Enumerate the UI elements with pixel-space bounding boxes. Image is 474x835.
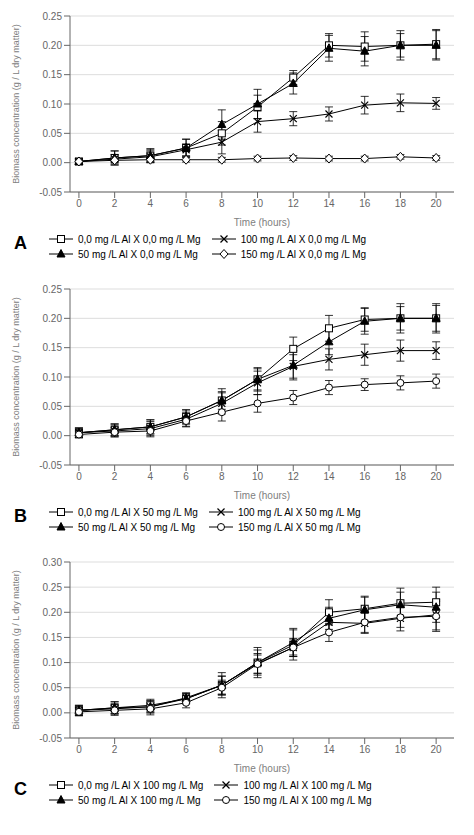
svg-text:6: 6 (183, 198, 189, 209)
svg-text:2: 2 (112, 471, 118, 482)
html-text:100 mg /L Al X 50 mg /L Mg: 100 mg /L Al X 50 mg /L Mg (237, 506, 361, 518)
svg-text:0.10: 0.10 (43, 99, 63, 110)
svg-text:0.25: 0.25 (43, 582, 63, 593)
html-text:0,0 mg /L Al X 100 mg /L Mg: 0,0 mg /L Al X 100 mg /L Mg (78, 779, 204, 791)
svg-text:0.05: 0.05 (43, 128, 63, 139)
svg-text:Time (hours): Time (hours) (234, 217, 290, 228)
svg-text:0.00: 0.00 (43, 157, 63, 168)
svg-text:8: 8 (219, 744, 225, 755)
svg-text:10: 10 (252, 744, 264, 755)
svg-text:14: 14 (323, 471, 335, 482)
svg-text:18: 18 (395, 198, 407, 209)
svg-text:10: 10 (252, 471, 264, 482)
svg-text:12: 12 (288, 198, 300, 209)
svg-text:-0.05: -0.05 (39, 733, 62, 744)
svg-text:8: 8 (219, 198, 225, 209)
svg-text:0: 0 (76, 198, 82, 209)
svg-text:0: 0 (76, 471, 82, 482)
svg-text:4: 4 (148, 198, 154, 209)
html-text:150 mg /L Al X 50 mg /L Mg: 150 mg /L Al X 50 mg /L Mg (237, 521, 361, 533)
svg-text:0.15: 0.15 (43, 342, 63, 353)
html-text:C: C (14, 779, 27, 799)
svg-text:16: 16 (359, 744, 371, 755)
svg-text:0.05: 0.05 (43, 682, 63, 693)
html-text:50 mg /L Al X 50 mg /L Mg: 50 mg /L Al X 50 mg /L Mg (78, 521, 196, 533)
svg-text:0.00: 0.00 (43, 707, 63, 718)
svg-text:Biomass concentration (g / L d: Biomass concentration (g / L dry matter) (11, 570, 21, 730)
svg-text:-0.05: -0.05 (39, 187, 62, 198)
svg-text:14: 14 (323, 198, 335, 209)
svg-text:4: 4 (148, 471, 154, 482)
svg-text:0.20: 0.20 (43, 607, 63, 618)
svg-text:0.30: 0.30 (43, 557, 63, 568)
html-text:50 mg /L Al X 100 mg /L Mg: 50 mg /L Al X 100 mg /L Mg (78, 794, 201, 806)
svg-text:18: 18 (395, 471, 407, 482)
svg-text:14: 14 (323, 744, 335, 755)
html-text:0,0 mg /L Al X 50 mg /L Mg: 0,0 mg /L Al X 50 mg /L Mg (78, 506, 198, 518)
html-text:50 mg /L Al X 0,0 mg /L Mg: 50 mg /L Al X 0,0 mg /L Mg (78, 248, 198, 260)
html-text:150 mg /L Al X 0,0 mg /L Mg: 150 mg /L Al X 0,0 mg /L Mg (240, 248, 367, 260)
svg-text:16: 16 (359, 198, 371, 209)
svg-text:20: 20 (431, 198, 443, 209)
html-text:100 mg /L Al X 0,0 mg /L Mg: 100 mg /L Al X 0,0 mg /L Mg (240, 233, 367, 245)
svg-text:-0.05: -0.05 (39, 460, 62, 471)
svg-text:0.10: 0.10 (43, 657, 63, 668)
html-text:0,0 mg /L Al X 0,0 mg /L Mg: 0,0 mg /L Al X 0,0 mg /L Mg (78, 233, 201, 245)
svg-text:18: 18 (395, 744, 407, 755)
svg-text:6: 6 (183, 471, 189, 482)
svg-text:20: 20 (431, 471, 443, 482)
svg-text:4: 4 (148, 744, 154, 755)
svg-text:20: 20 (431, 744, 443, 755)
svg-text:0.25: 0.25 (43, 11, 63, 22)
html-text:150 mg /L Al X 100 mg /L Mg: 150 mg /L Al X 100 mg /L Mg (243, 794, 372, 806)
svg-text:0.15: 0.15 (43, 69, 63, 80)
svg-text:8: 8 (219, 471, 225, 482)
svg-text:0.00: 0.00 (43, 430, 63, 441)
svg-text:Time (hours): Time (hours) (234, 763, 290, 774)
svg-text:12: 12 (288, 471, 300, 482)
svg-text:0.10: 0.10 (43, 372, 63, 383)
svg-text:0.15: 0.15 (43, 632, 63, 643)
html-text:B: B (14, 506, 27, 526)
html-text:A: A (14, 233, 27, 253)
svg-text:Time (hours): Time (hours) (234, 490, 290, 501)
html-text:100 mg /L Al X 100 mg /L Mg: 100 mg /L Al X 100 mg /L Mg (243, 779, 372, 791)
svg-text:0.25: 0.25 (43, 284, 63, 295)
svg-text:12: 12 (288, 744, 300, 755)
svg-text:Biomass concentration (g / L d: Biomass concentration (g / L dry matter) (11, 297, 21, 457)
svg-text:6: 6 (183, 744, 189, 755)
svg-text:16: 16 (359, 471, 371, 482)
svg-text:2: 2 (112, 198, 118, 209)
svg-text:2: 2 (112, 744, 118, 755)
svg-text:0.20: 0.20 (43, 40, 63, 51)
svg-text:10: 10 (252, 198, 264, 209)
svg-text:Biomass concentration (g / L d: Biomass concentration (g / L dry matter) (11, 24, 21, 184)
svg-text:0: 0 (76, 744, 82, 755)
svg-text:0.20: 0.20 (43, 313, 63, 324)
svg-text:0.05: 0.05 (43, 401, 63, 412)
